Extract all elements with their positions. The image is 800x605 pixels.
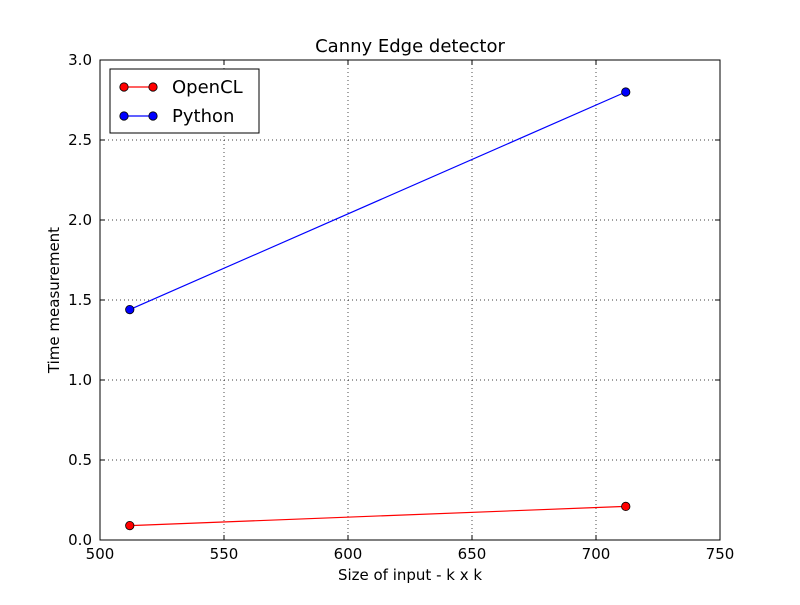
x-tick-label: 650 [458,545,487,563]
y-tick-label: 1.5 [68,291,92,309]
legend-label-python: Python [172,106,234,127]
ticks: 500 550 600 650 700 750 0.0 0.5 1.0 1.5 2.0 2.5 3.0 [68,51,734,563]
legend-box [109,68,260,134]
legend-marker-opencl [119,82,129,92]
legend: OpenCL Python [109,68,260,134]
y-tick-label: 0.5 [68,451,92,469]
y-tick-label: 0.0 [68,531,92,549]
legend-label-opencl: OpenCL [172,77,243,98]
data-point-python [621,87,631,97]
chart-title: Canny Edge detector [315,36,505,57]
data-point-opencl [621,501,631,511]
y-tick-label: 2.5 [68,131,92,149]
x-tick-label: 600 [334,545,363,563]
data-point-opencl [125,520,135,531]
series-opencl [125,501,631,531]
legend-item-opencl: OpenCL [119,77,243,98]
x-tick-label: 550 [210,545,239,563]
legend-marker-python [119,111,129,121]
y-tick-label: 2.0 [68,211,92,229]
x-tick-label: 750 [706,545,735,563]
series-line-opencl [129,505,626,527]
y-tick-label: 3.0 [68,51,92,69]
series-python [125,87,631,315]
x-tick-label: 500 [86,545,115,563]
series-line-python [129,91,627,311]
y-tick-label: 1.0 [68,371,92,389]
x-axis-title: Size of input - k x k [338,566,482,584]
legend-marker-python [148,111,158,121]
x-tick-label: 700 [582,545,611,563]
y-axis-title: Time measurement [45,227,63,374]
series-layer [125,87,631,531]
legend-item-python: Python [119,106,234,127]
data-point-python [125,304,135,315]
grid [100,60,720,540]
legend-marker-opencl [148,82,158,92]
